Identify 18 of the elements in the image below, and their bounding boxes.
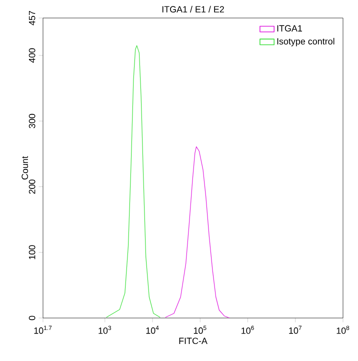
- y-axis-title: Count: [22, 156, 28, 180]
- y-tick-label: 200: [28, 180, 36, 194]
- y-tick-label: 300: [28, 114, 36, 128]
- x-tick-label: 10$^{6}$: [242, 326, 254, 334]
- x-axis-title: FITC-A: [179, 338, 208, 344]
- x-tick-label: 10$^{7}$: [289, 326, 302, 334]
- x-tick-label: 10$^{5}$: [194, 326, 206, 334]
- x-tick-label: 10$^{1.7}$: [34, 326, 52, 334]
- y-tick-label: 100: [28, 245, 36, 260]
- y-tick-label: 400: [28, 48, 36, 63]
- y-tick-label: 0: [28, 316, 36, 320]
- y-tick-label: 457: [28, 10, 36, 26]
- chart-title: ITGA1 / E1 / E2: [162, 6, 224, 12]
- x-tick-label: 10$^{4}$: [146, 326, 159, 334]
- x-tick-label: 10$^{8}$: [336, 326, 350, 334]
- legend-label: Isotype control: [277, 38, 334, 46]
- legend-label: ITGA1: [277, 25, 302, 32]
- x-tick-label: 10$^{3}$: [98, 326, 112, 334]
